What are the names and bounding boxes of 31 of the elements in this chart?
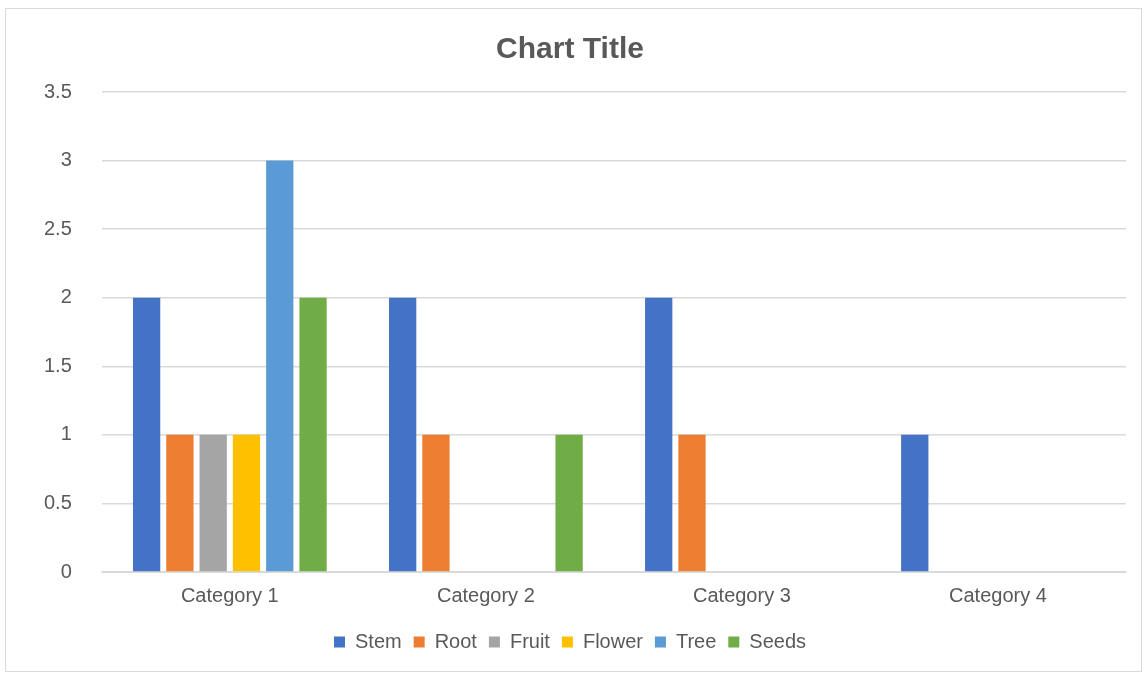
bar — [199, 434, 227, 572]
legend-label: Fruit — [509, 629, 551, 652]
y-tick-label: 0.5 — [43, 490, 72, 513]
legend-label: Stem — [354, 629, 402, 652]
y-tick-label: 3.5 — [43, 79, 72, 102]
bar — [422, 434, 450, 572]
legend-label: Seeds — [749, 629, 807, 652]
x-tick-label: Category 4 — [949, 583, 1047, 606]
x-tick-label: Category 1 — [180, 583, 279, 606]
bar — [645, 297, 673, 572]
y-tick-label: 3 — [60, 148, 72, 171]
bar — [555, 434, 583, 572]
bar — [166, 434, 194, 572]
bar — [389, 297, 417, 572]
bar — [266, 160, 294, 572]
legend-label: Flower — [582, 629, 644, 652]
legend-label: Root — [434, 629, 478, 652]
bar — [132, 297, 161, 572]
y-tick-label: 0 — [60, 559, 72, 582]
y-tick-label: 2.5 — [43, 216, 72, 239]
y-tick-label: 2 — [60, 285, 72, 308]
x-tick-label: Category 2 — [436, 583, 535, 606]
y-tick-label: 1 — [60, 422, 72, 445]
legend-label: Tree — [675, 629, 717, 652]
chart-title: Chart Title — [496, 31, 644, 65]
y-tick-label: 1.5 — [43, 353, 72, 376]
bar — [299, 297, 327, 572]
bar — [901, 434, 929, 572]
bar — [678, 434, 706, 572]
bar — [232, 434, 261, 572]
x-tick-label: Category 3 — [693, 583, 791, 606]
